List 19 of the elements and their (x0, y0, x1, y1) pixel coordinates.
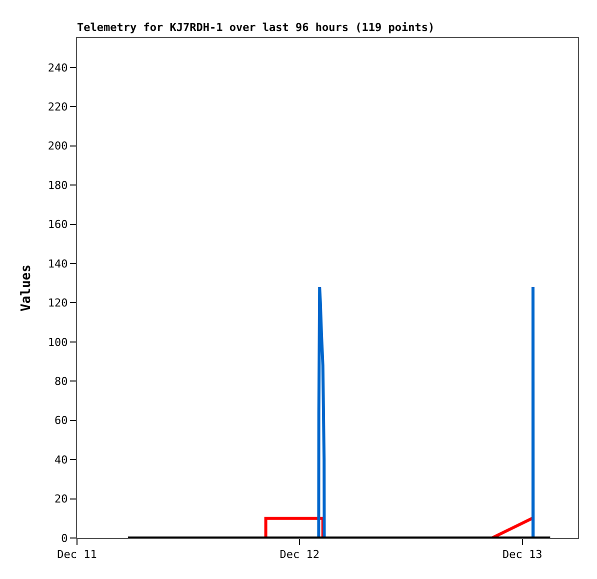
y-tick-label: 120 (48, 296, 68, 310)
y-axis-title: Values (18, 264, 34, 312)
y-tick-label: 200 (48, 140, 68, 153)
x-tick-label: Dec 12 (280, 548, 320, 562)
y-tick-label: 140 (48, 257, 68, 270)
x-tick-label: Dec 13 (502, 548, 542, 562)
y-tick-label: 220 (48, 100, 68, 114)
y-tick-label: 240 (48, 61, 68, 74)
y-tick-label: 20 (54, 492, 68, 506)
x-tick-label: Dec 11 (57, 548, 97, 562)
chart-title: Telemetry for KJ7RDH-1 over last 96 hours (119 points) (77, 21, 435, 34)
y-tick-label: 100 (48, 336, 68, 349)
y-tick-label: 80 (54, 374, 68, 388)
y-tick-label: 180 (48, 178, 68, 192)
y-tick-label: 60 (54, 414, 68, 428)
y-tick-label: 160 (48, 218, 68, 232)
line-series (317, 286, 326, 538)
y-tick-label: 40 (54, 453, 68, 466)
y-tick-label: 0 (61, 532, 68, 545)
